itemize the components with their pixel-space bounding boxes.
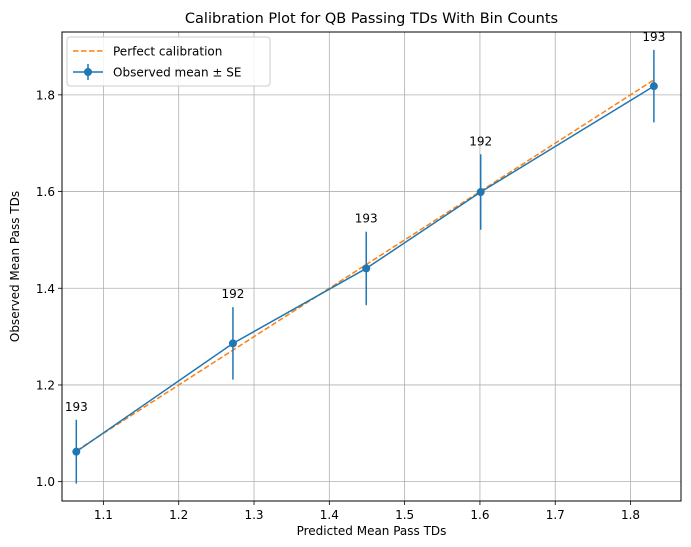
- bin-count-label: 192: [221, 287, 244, 301]
- y-tick-label: 1.6: [36, 185, 55, 199]
- y-axis-label: Observed Mean Pass TDs: [8, 191, 22, 342]
- legend-box: [66, 36, 271, 87]
- bin-count-label: 193: [642, 30, 665, 44]
- x-tick-label: 1.1: [94, 508, 113, 522]
- observed-point: [476, 188, 485, 197]
- bin-count-label: 192: [469, 134, 492, 148]
- x-tick-label: 1.2: [169, 508, 188, 522]
- legend-swatch-observed-marker: [84, 68, 92, 76]
- bin-count-label: 193: [355, 212, 378, 226]
- y-tick-label: 1.2: [36, 378, 55, 392]
- x-tick-label: 1.5: [395, 508, 414, 522]
- x-axis-label: Predicted Mean Pass TDs: [297, 524, 447, 538]
- axis-ticks: 1.1 1.2 1.3 1.4 1.5 1.6 1.7 1.8 1.0 1.2 1.4 1.6 1.8: [36, 88, 640, 522]
- y-tick-label: 1.4: [36, 282, 55, 296]
- series-layer: 193 192 193 192 193: [65, 30, 665, 484]
- legend-label-observed-mean: Observed mean ± SE: [113, 66, 241, 80]
- plot-frame: [61, 31, 682, 502]
- grid-lines: [62, 32, 681, 501]
- observed-point: [228, 339, 237, 348]
- observed-point: [72, 447, 81, 456]
- y-tick-label: 1.0: [36, 475, 55, 489]
- x-tick-label: 1.8: [621, 508, 640, 522]
- x-tick-label: 1.6: [470, 508, 489, 522]
- x-tick-label: 1.7: [546, 508, 565, 522]
- y-tick-label: 1.8: [36, 88, 55, 102]
- x-tick-label: 1.3: [244, 508, 263, 522]
- legend-label-perfect-calibration: Perfect calibration: [113, 45, 222, 59]
- observed-point: [649, 82, 658, 91]
- chart-title: Calibration Plot for QB Passing TDs With…: [185, 11, 558, 27]
- x-tick-label: 1.4: [320, 508, 339, 522]
- legend: Perfect calibration Observed mean ± SE: [66, 36, 271, 87]
- bin-count-label: 193: [65, 400, 88, 414]
- observed-point: [362, 264, 371, 273]
